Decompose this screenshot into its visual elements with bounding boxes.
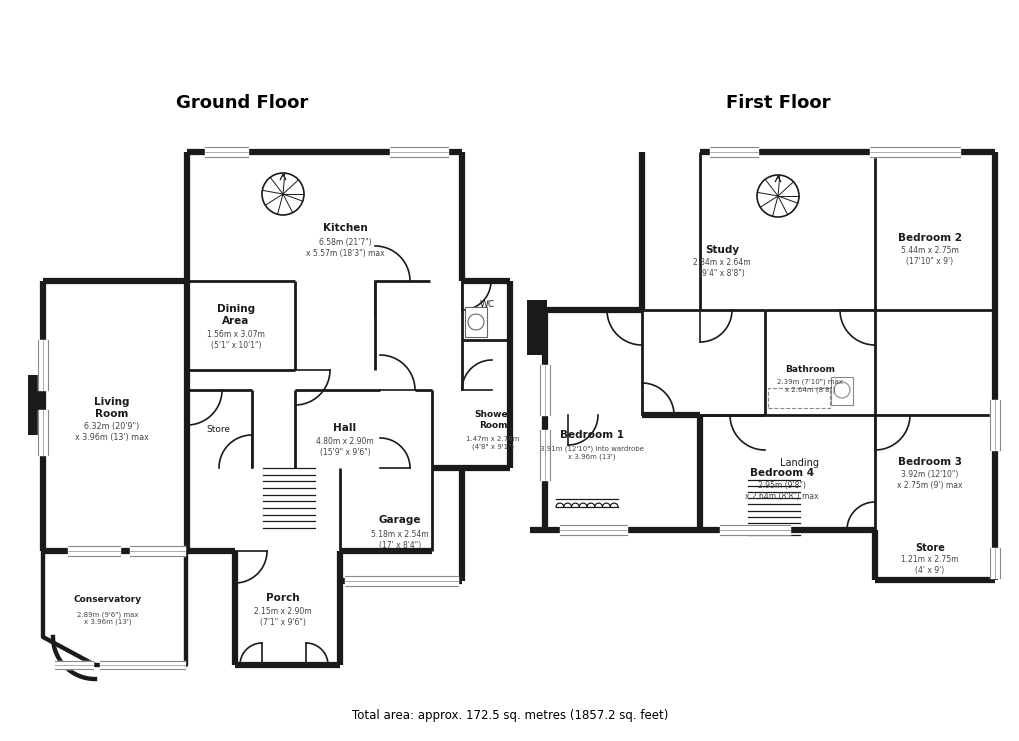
Text: Total area: approx. 172.5 sq. metres (1857.2 sq. feet): Total area: approx. 172.5 sq. metres (18… bbox=[352, 708, 667, 722]
Text: Bedroom 3: Bedroom 3 bbox=[897, 457, 961, 467]
Text: Conservatory: Conservatory bbox=[73, 596, 142, 605]
Text: Bedroom 4: Bedroom 4 bbox=[749, 468, 813, 478]
Bar bbox=[527, 300, 546, 355]
Text: 3.92m (12'10")
x 2.75m (9') max: 3.92m (12'10") x 2.75m (9') max bbox=[897, 471, 962, 490]
Text: 2.15m x 2.90m
(7'1" x 9'6"): 2.15m x 2.90m (7'1" x 9'6") bbox=[254, 608, 312, 627]
Text: 2.89m (9'6") max
x 3.96m (13'): 2.89m (9'6") max x 3.96m (13') bbox=[77, 611, 139, 625]
Text: Bedroom 1: Bedroom 1 bbox=[559, 430, 624, 440]
Text: Landing: Landing bbox=[780, 458, 818, 468]
Text: 4.80m x 2.90m
(15'9" x 9'6"): 4.80m x 2.90m (15'9" x 9'6") bbox=[316, 437, 374, 456]
Text: Ground Floor: Ground Floor bbox=[175, 94, 308, 112]
Circle shape bbox=[468, 314, 484, 330]
Text: 5.44m x 2.75m
(17'10" x 9'): 5.44m x 2.75m (17'10" x 9') bbox=[900, 246, 958, 266]
Bar bbox=[465, 307, 486, 337]
Text: 1.47m x 2.78m
(4'8" x 9'1"): 1.47m x 2.78m (4'8" x 9'1") bbox=[466, 436, 519, 450]
Text: Bedroom 2: Bedroom 2 bbox=[897, 233, 961, 243]
Text: 2.95m (9'8")
x 2.64m (8'8") max: 2.95m (9'8") x 2.64m (8'8") max bbox=[745, 482, 818, 501]
Text: Dining
Area: Dining Area bbox=[217, 305, 255, 326]
Text: 2.84m x 2.64m
(9'4" x 8'8"): 2.84m x 2.64m (9'4" x 8'8") bbox=[693, 259, 750, 278]
Text: 2.39m (7'10") max
x 2.64m (8'8"): 2.39m (7'10") max x 2.64m (8'8") bbox=[776, 379, 842, 393]
Circle shape bbox=[834, 382, 849, 398]
Text: Store: Store bbox=[914, 543, 944, 553]
Text: Living
Room: Living Room bbox=[94, 397, 129, 419]
Text: 3.91m (12'10") into wardrobe
x 3.96m (13'): 3.91m (12'10") into wardrobe x 3.96m (13… bbox=[539, 446, 643, 460]
Text: Garage: Garage bbox=[378, 515, 421, 525]
Text: WC: WC bbox=[479, 301, 494, 310]
Text: Bathroom: Bathroom bbox=[785, 365, 835, 374]
Text: Porch: Porch bbox=[266, 593, 300, 603]
Bar bbox=[830, 377, 852, 405]
Bar bbox=[28, 375, 45, 435]
Text: Study: Study bbox=[704, 245, 739, 255]
Text: 6.32m (20'9")
x 3.96m (13') max: 6.32m (20'9") x 3.96m (13') max bbox=[75, 422, 149, 442]
Text: 1.56m x 3.07m
(5'1" x 10'1"): 1.56m x 3.07m (5'1" x 10'1") bbox=[207, 330, 265, 350]
Text: Store: Store bbox=[206, 425, 229, 434]
Text: 1.21m x 2.75m
(4' x 9'): 1.21m x 2.75m (4' x 9') bbox=[901, 555, 958, 575]
Bar bbox=[767, 388, 829, 408]
Text: 6.58m (21'7")
x 5.57m (18'3") max: 6.58m (21'7") x 5.57m (18'3") max bbox=[306, 239, 384, 258]
Text: Kitchen: Kitchen bbox=[322, 223, 367, 233]
Text: Shower
Room: Shower Room bbox=[474, 411, 512, 430]
Text: First Floor: First Floor bbox=[726, 94, 829, 112]
Text: Hall: Hall bbox=[333, 423, 357, 433]
Text: 5.18m x 2.54m
(17' x 8'4"): 5.18m x 2.54m (17' x 8'4") bbox=[371, 531, 428, 550]
